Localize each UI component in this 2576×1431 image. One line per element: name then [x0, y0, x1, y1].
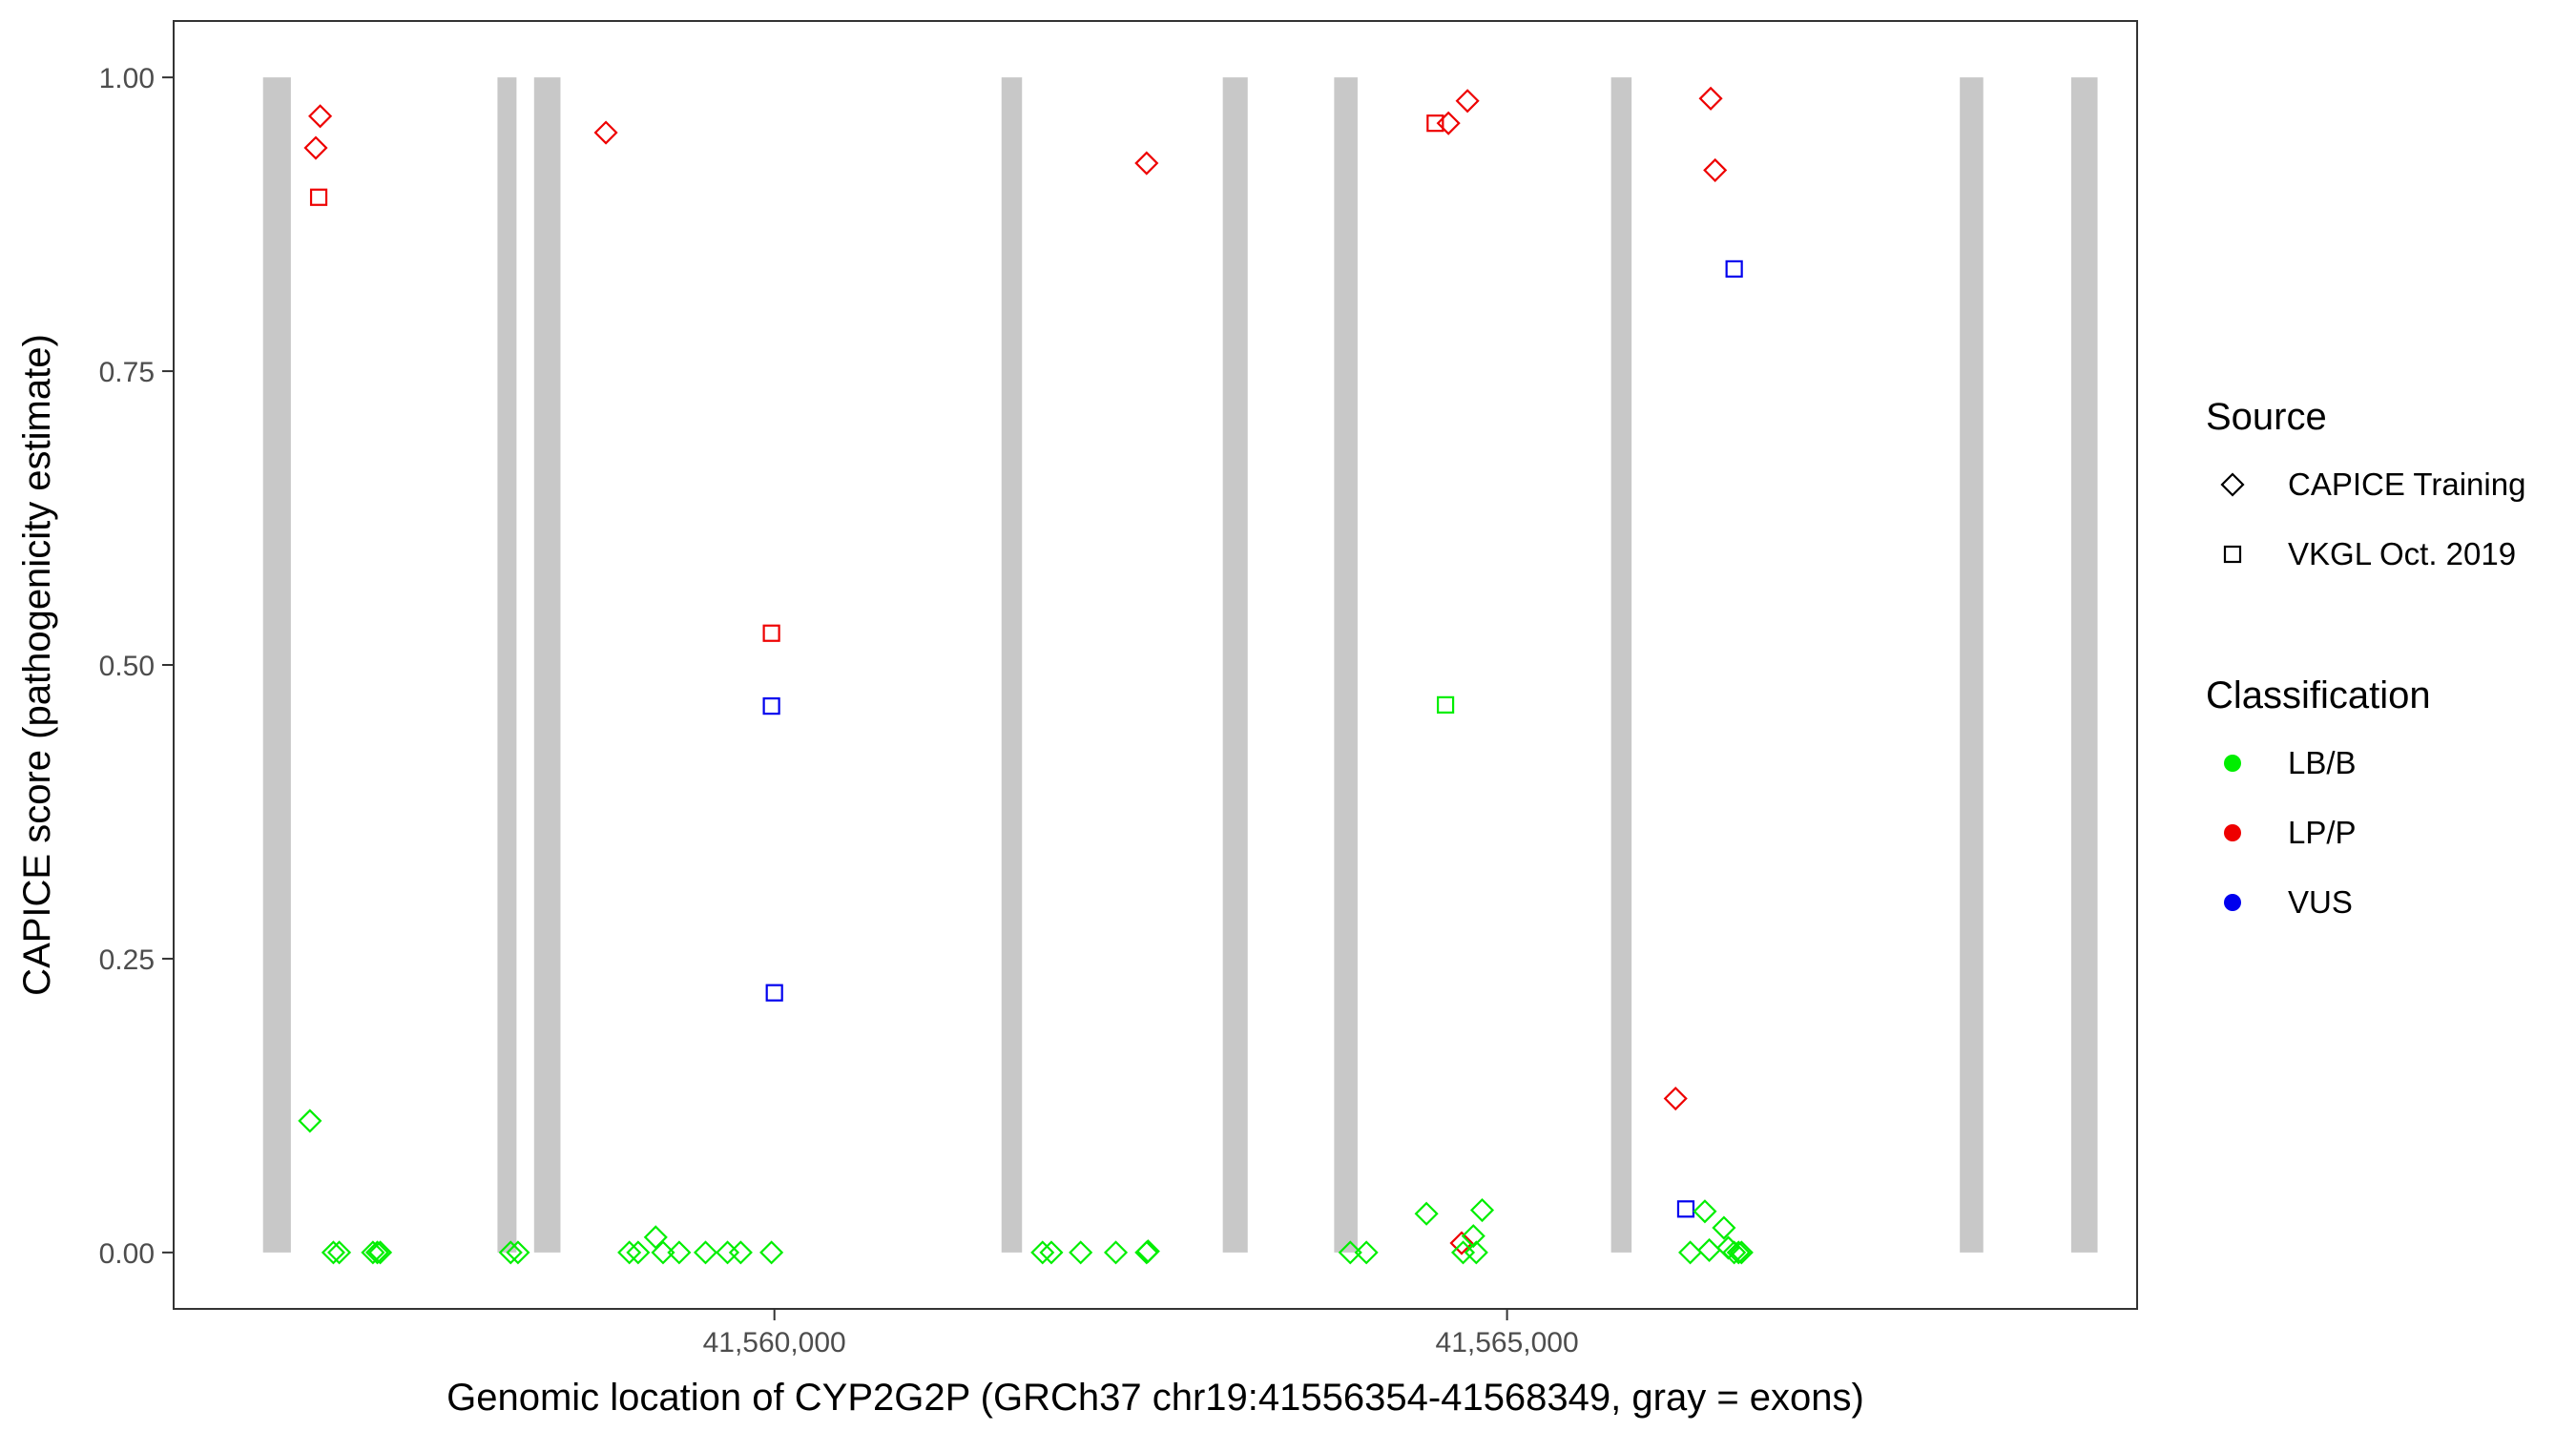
diamond-point — [1726, 1240, 1751, 1265]
square-point — [1436, 695, 1455, 714]
square-point — [765, 984, 783, 1002]
x-axis: 41,560,000 41,565,000 — [703, 1309, 1579, 1358]
diamond-point — [759, 1240, 784, 1265]
diamond-point — [1436, 111, 1461, 135]
square-point — [1725, 259, 1743, 278]
diamond-point — [298, 1109, 322, 1133]
point-layer — [298, 86, 1754, 1265]
diamond-point — [1030, 1240, 1055, 1265]
legend: Source Classification CAPICE Training VKG… — [2206, 396, 2525, 920]
diamond-point — [506, 1240, 530, 1265]
diamond-point — [1464, 1240, 1488, 1265]
y-tick-label: 0.00 — [99, 1238, 155, 1270]
y-axis: 0.00 0.25 0.50 0.75 1.00 — [99, 63, 174, 1270]
diamond-point — [1461, 1224, 1485, 1249]
square-point — [1676, 1200, 1695, 1218]
diamond-point — [1696, 1237, 1722, 1262]
legend-class-label: LP/P — [2288, 815, 2357, 850]
legend-source-label: CAPICE Training — [2288, 467, 2525, 502]
diamond-point — [498, 1240, 523, 1265]
diamond-point — [308, 104, 333, 129]
diamond-point — [1469, 1197, 1495, 1223]
diamond-point — [1103, 1240, 1129, 1265]
y-axis-label: CAPICE score (pathogenicity estimate) — [16, 334, 58, 996]
exon-layer — [262, 77, 2098, 1253]
diamond-point — [364, 1240, 390, 1265]
legend-classification-title: Classification — [2206, 674, 2431, 716]
diamond-point — [1134, 151, 1159, 176]
diamond-point — [1338, 1240, 1362, 1265]
diamond-point — [321, 1240, 345, 1265]
diamond-point — [361, 1240, 385, 1265]
y-tick-label: 0.25 — [99, 944, 155, 976]
diamond-point — [1703, 157, 1728, 182]
y-tick-label: 0.50 — [99, 651, 155, 682]
exon-bar — [1334, 77, 1358, 1253]
diamond-point — [1712, 1215, 1736, 1240]
y-tick-label: 1.00 — [99, 63, 155, 94]
diamond-point — [1039, 1240, 1064, 1265]
diamond-point — [1135, 1239, 1160, 1264]
diamond-point — [667, 1240, 692, 1265]
legend-class-key — [2224, 824, 2241, 841]
diamond-point — [1663, 1086, 1688, 1111]
diamond-point — [303, 135, 328, 160]
exon-bar — [497, 77, 517, 1253]
legend-class-items: LB/B LP/P VUS — [2224, 745, 2357, 920]
legend-class-label: LB/B — [2288, 745, 2357, 780]
square-point — [309, 188, 328, 206]
diamond-point — [1729, 1240, 1754, 1265]
diamond-point — [1414, 1201, 1439, 1226]
legend-square-key — [2223, 545, 2242, 564]
diamond-point — [728, 1240, 753, 1265]
x-tick-label: 41,565,000 — [1436, 1327, 1579, 1358]
diamond-point — [1069, 1240, 1093, 1265]
square-point — [762, 697, 780, 716]
y-tick-label: 0.75 — [99, 357, 155, 388]
diamond-point — [1678, 1240, 1703, 1265]
diamond-point — [617, 1240, 642, 1265]
exon-bar — [533, 77, 561, 1253]
diamond-point — [593, 120, 618, 145]
legend-class-label: VUS — [2288, 884, 2353, 920]
legend-class-key — [2224, 894, 2241, 911]
exon-bar — [262, 77, 291, 1253]
diamond-point — [1693, 1199, 1717, 1224]
diamond-point — [1455, 89, 1480, 114]
diamond-point — [1698, 86, 1723, 111]
diamond-point — [693, 1240, 718, 1265]
legend-source-items: CAPICE Training VKGL Oct. 2019 — [2220, 467, 2525, 571]
legend-source-label: VKGL Oct. 2019 — [2288, 536, 2516, 571]
x-axis-label: Genomic location of CYP2G2P (GRCh37 chr1… — [447, 1377, 1864, 1419]
diamond-point — [1722, 1240, 1747, 1265]
square-point — [762, 624, 780, 642]
square-point — [1426, 114, 1444, 133]
legend-diamond-key — [2220, 472, 2245, 497]
diamond-point — [1354, 1240, 1379, 1265]
diamond-point — [643, 1225, 668, 1250]
diamond-point — [367, 1240, 393, 1265]
exon-bar — [1610, 77, 1632, 1253]
legend-source-title: Source — [2206, 396, 2327, 438]
exon-bar — [1222, 77, 1248, 1253]
exon-bar — [1960, 77, 1984, 1253]
diamond-point — [326, 1240, 352, 1265]
x-tick-label: 41,560,000 — [703, 1327, 846, 1358]
exon-bar — [2070, 77, 2098, 1253]
diamond-point — [1449, 1231, 1474, 1255]
exon-bar — [1001, 77, 1023, 1253]
diamond-point — [651, 1240, 675, 1265]
diamond-point — [626, 1240, 651, 1265]
legend-class-key — [2224, 755, 2241, 772]
